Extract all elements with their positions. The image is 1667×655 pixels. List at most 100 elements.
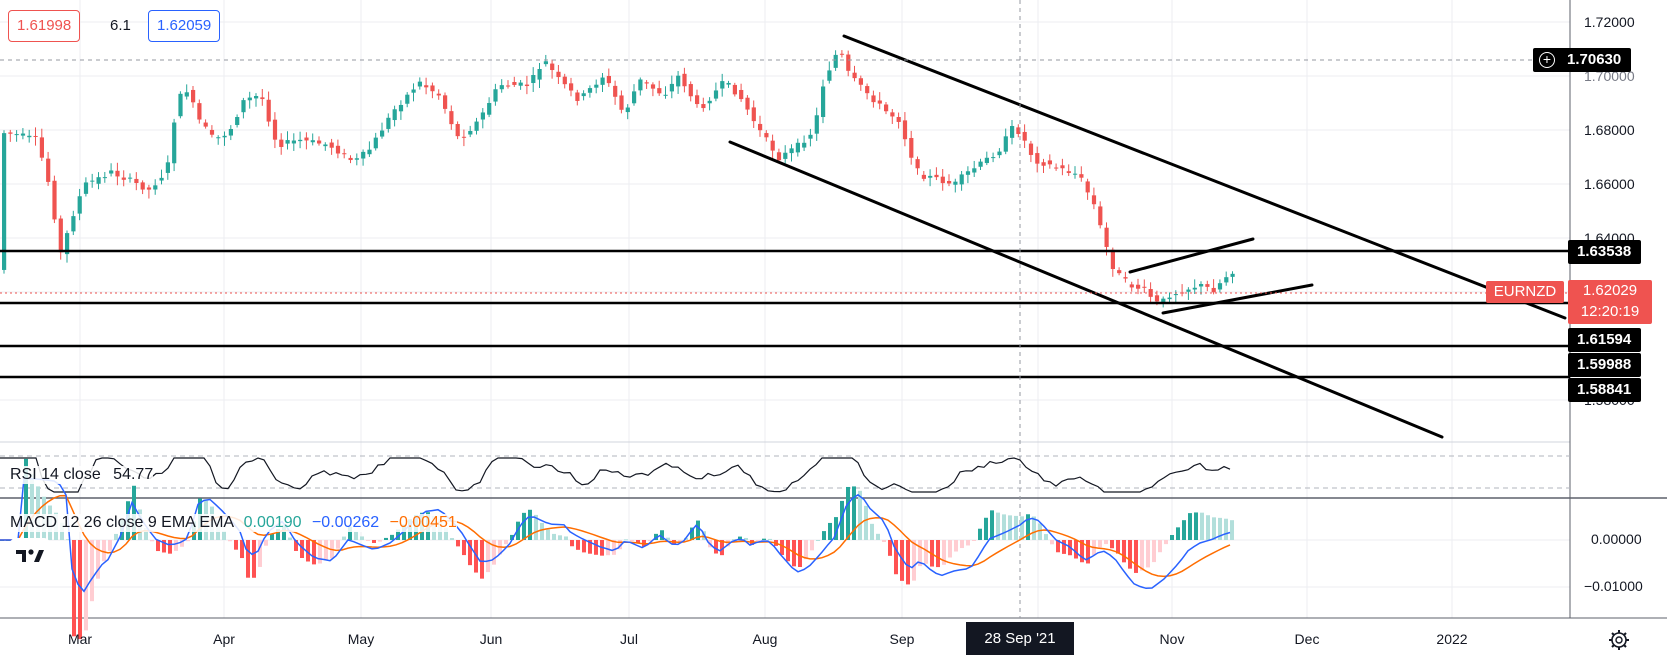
candle-body bbox=[550, 63, 555, 71]
macd-histogram-bar bbox=[132, 485, 136, 540]
candle-body bbox=[159, 177, 164, 181]
date-tick: Aug bbox=[752, 631, 778, 647]
candle-body bbox=[14, 134, 19, 136]
macd-histogram-bar bbox=[612, 540, 616, 555]
candle-body bbox=[1098, 206, 1103, 226]
candle-body bbox=[235, 117, 240, 125]
macd-histogram-bar bbox=[276, 529, 280, 540]
macd-histogram-bar bbox=[114, 533, 118, 540]
macd-histogram-bar bbox=[1158, 540, 1162, 553]
date-tick: Dec bbox=[1294, 631, 1320, 647]
candle-body bbox=[8, 132, 13, 134]
macd-tick: 0.00000 bbox=[1591, 531, 1642, 547]
macd-histogram-bar bbox=[1014, 515, 1018, 540]
candle-body bbox=[650, 84, 656, 89]
candle-body bbox=[52, 180, 57, 220]
candle-body bbox=[1224, 277, 1229, 283]
candle-body bbox=[197, 103, 202, 120]
plus-icon[interactable]: + bbox=[1539, 52, 1555, 68]
candle-body bbox=[354, 158, 359, 160]
macd-histogram-bar bbox=[240, 540, 244, 559]
macd-histogram-bar bbox=[84, 540, 88, 631]
candle-body bbox=[1079, 174, 1084, 178]
candle-body bbox=[978, 161, 983, 167]
macd-histogram-bar bbox=[1038, 523, 1042, 540]
macd-histogram-bar bbox=[102, 540, 106, 562]
candle-body bbox=[676, 75, 681, 87]
settings-gear-icon[interactable] bbox=[1609, 630, 1629, 650]
candle-body bbox=[896, 117, 901, 122]
tradingview-logo bbox=[10, 538, 50, 570]
macd-histogram-bar bbox=[1182, 520, 1186, 540]
candle-body bbox=[997, 151, 1002, 156]
candle-body bbox=[947, 180, 952, 184]
date-tick: Mar bbox=[67, 631, 93, 647]
symbol-badge[interactable]: EURNZD bbox=[1486, 281, 1564, 303]
macd-histogram-bar bbox=[396, 529, 400, 540]
macd-histogram-bar bbox=[492, 540, 496, 565]
macd-histogram-bar bbox=[756, 540, 760, 541]
macd-histogram-bar bbox=[1080, 540, 1084, 563]
macd-histogram-bar bbox=[1020, 516, 1024, 540]
date-tick: Jun bbox=[479, 631, 503, 647]
candle-body bbox=[203, 122, 208, 127]
macd-histogram-bar bbox=[972, 540, 976, 541]
macd-histogram-bar bbox=[252, 540, 256, 578]
candle-body bbox=[632, 91, 637, 104]
macd-histogram-bar bbox=[258, 540, 262, 567]
candle-body bbox=[39, 137, 44, 158]
ask-price-chip[interactable]: 1.62059 bbox=[148, 10, 221, 42]
macd-histogram-bar bbox=[582, 540, 586, 553]
candle-body bbox=[373, 137, 378, 149]
macd-histogram-bar bbox=[282, 525, 286, 540]
candle-body bbox=[1186, 289, 1191, 292]
candle-body bbox=[46, 158, 51, 182]
macd-histogram-bar bbox=[174, 540, 178, 551]
macd-histogram-bar bbox=[300, 540, 304, 558]
candle-body bbox=[430, 85, 435, 92]
candle-body bbox=[102, 177, 107, 179]
macd-histogram-bar bbox=[564, 536, 568, 540]
candle-body bbox=[751, 107, 756, 122]
candle-body bbox=[449, 111, 454, 125]
macd-histogram-bar bbox=[162, 540, 166, 553]
horizontal-levels[interactable] bbox=[0, 249, 1570, 379]
macd-histogram-bar bbox=[234, 540, 238, 550]
flag-upper-line bbox=[1128, 237, 1255, 274]
rsi-legend[interactable]: RSI 14 close 54.77 bbox=[10, 466, 154, 484]
macd-histogram-bar bbox=[1110, 540, 1114, 549]
macd-histogram-bar bbox=[816, 539, 820, 541]
candle-body bbox=[65, 233, 70, 255]
macd-histogram-bar bbox=[936, 540, 940, 568]
macd-pane bbox=[0, 458, 1234, 640]
trend-lines[interactable] bbox=[728, 34, 1567, 439]
macd-histogram-bar bbox=[1056, 540, 1060, 553]
candle-body bbox=[411, 89, 416, 93]
macd-histogram-bar bbox=[864, 505, 868, 540]
candle-body bbox=[1091, 195, 1097, 205]
macd-legend[interactable]: MACD 12 26 close 9 EMA EMA 0.00190 −0.00… bbox=[10, 514, 457, 532]
macd-line-value: −0.00262 bbox=[311, 514, 380, 531]
candle-body bbox=[531, 75, 536, 84]
macd-histogram-bar bbox=[1170, 535, 1174, 540]
candle-body bbox=[468, 130, 473, 135]
candle-body bbox=[392, 109, 397, 121]
candle-body bbox=[921, 174, 926, 179]
candle-body bbox=[461, 136, 467, 138]
candle-body bbox=[20, 133, 26, 136]
macd-histogram-bar bbox=[726, 540, 730, 547]
candle-body bbox=[1211, 287, 1216, 293]
candle-body bbox=[625, 107, 630, 113]
macd-histogram-bar bbox=[924, 540, 928, 564]
macd-histogram-bar bbox=[1188, 513, 1192, 540]
candle-body bbox=[518, 82, 523, 86]
channel-upper-line bbox=[842, 34, 1567, 320]
rsi-line bbox=[0, 457, 1231, 493]
bid-price-chip[interactable]: 1.61998 bbox=[8, 10, 81, 42]
macd-histogram-bar bbox=[852, 486, 856, 540]
macd-histogram-bar bbox=[996, 512, 1000, 540]
candle-body bbox=[1117, 270, 1122, 274]
macd-histogram-bar bbox=[366, 540, 370, 541]
candle-body bbox=[298, 139, 303, 142]
